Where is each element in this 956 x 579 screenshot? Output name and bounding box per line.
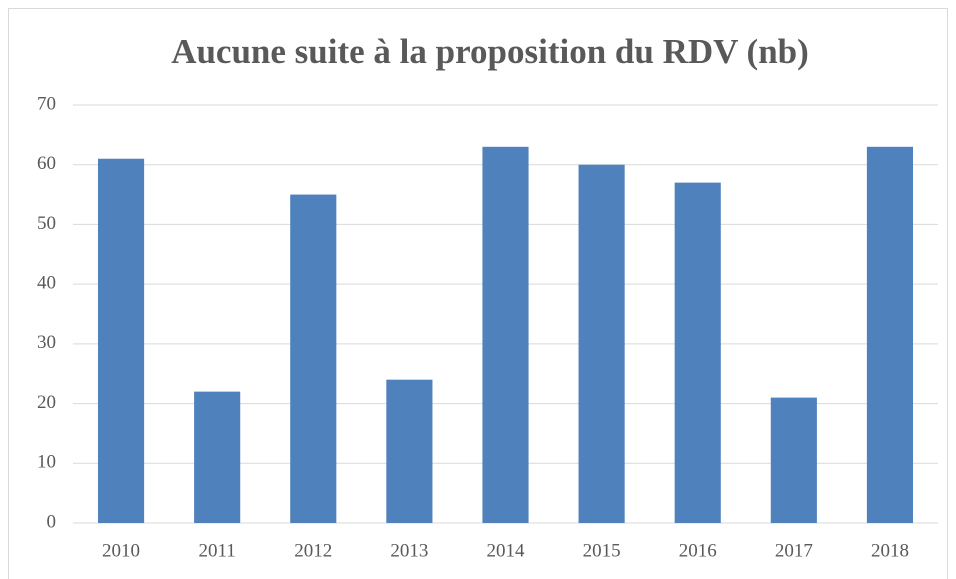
x-tick-label: 2011 [199,540,236,561]
x-tick-label: 2017 [775,540,813,561]
y-tick-label: 60 [37,153,56,174]
bar [578,164,625,523]
x-tick-label: 2012 [294,540,332,561]
x-tick-label: 2010 [102,540,140,561]
bar [97,158,145,523]
bar [194,391,241,523]
bar [770,397,817,523]
x-tick-label: 2013 [390,540,428,561]
bar [386,379,433,523]
y-tick-label: 30 [37,332,56,353]
x-tick-label: 2014 [487,540,526,561]
x-tick-label: 2015 [583,540,621,561]
bar [482,146,529,524]
y-tick-label: 50 [37,213,56,234]
y-tick-label: 10 [37,452,56,473]
y-tick-label: 20 [37,392,56,413]
bar [290,194,337,524]
x-tick-label: 2016 [679,540,717,561]
y-tick-label: 40 [37,273,56,294]
bar [674,182,721,523]
bar [866,146,914,524]
y-tick-label: 70 [37,93,56,114]
y-tick-label: 0 [47,511,57,532]
chart-title: Aucune suite à la proposition du RDV (nb… [171,32,809,71]
x-tick-label: 2018 [871,540,909,561]
